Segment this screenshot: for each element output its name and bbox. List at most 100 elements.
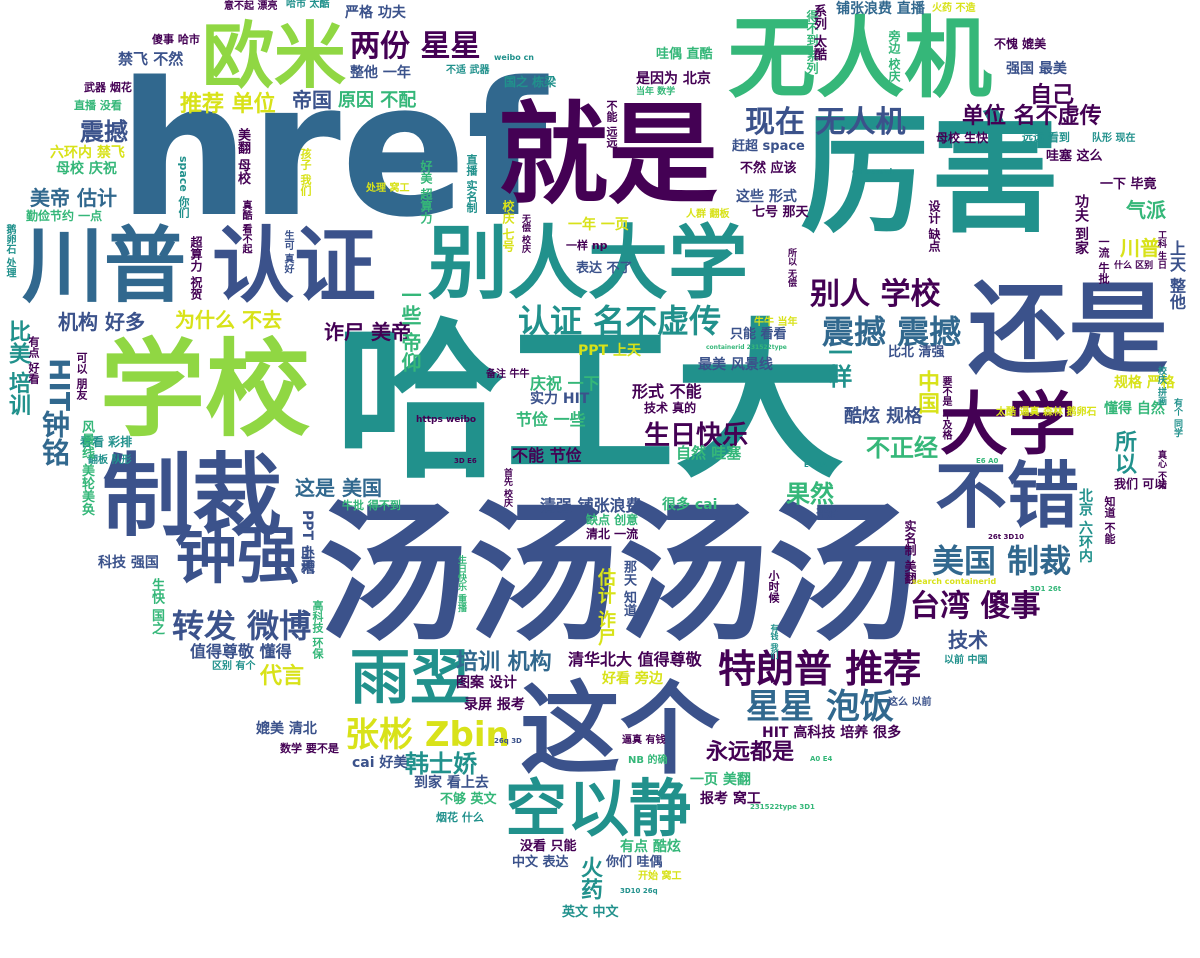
word-baokao-wogong: 报考 窝工 — [700, 791, 761, 807]
word-3d1-26t: 3D1 26t — [1030, 585, 1062, 593]
word-chaosuanli-zhuhe: 超算力 祝贺 — [189, 236, 203, 301]
word-zhongming: 钟铭 — [38, 410, 71, 466]
word-fanban-duixing: 翻板 队形 — [88, 455, 132, 466]
word-e4-ba: E4 BA — [804, 461, 827, 469]
word-buneng-jiejian: 不能 节俭 — [512, 446, 582, 465]
word-nipi-debudao: 牛批 得不到 — [342, 499, 401, 512]
word-diguo: 帝国 — [292, 88, 332, 112]
word-wuqi-yanhua: 武器 烟花 — [84, 81, 132, 94]
word-kaishi: 开始 — [816, 507, 838, 520]
word-chuli-wogong: 处理 窝工 — [366, 183, 410, 194]
word-zhongguo: 中国 — [914, 370, 939, 414]
word-guozhi-dongliang: 国之 栋梁 — [504, 75, 557, 89]
word-gongfu-daojia: 功夫 到家 — [1073, 194, 1089, 255]
word-meiguo-zhicai: 美国 制裁 — [932, 542, 1072, 580]
word-haishi: 还是 — [968, 271, 1168, 388]
word-keyi-pengyou: 可以 朋友 — [75, 352, 88, 400]
word-shili-hit: 实力 HIT — [530, 391, 590, 407]
word-tangtang: 汤汤汤汤 — [318, 488, 919, 662]
word-chuanpu-small: 川普 — [1120, 236, 1160, 260]
word-duixing-xianzai: 队形 现在 — [1092, 133, 1136, 144]
word-eluanshi-chuli: 鹅卵石 处理 — [4, 224, 15, 278]
word-shenme-qubie: 什么 区别 — [1114, 261, 1154, 271]
word-guige-yange: 规格 严格 — [1114, 375, 1175, 391]
word-telangpu-tuijian: 特朗普 推荐 — [718, 647, 922, 691]
word-containerid-type: containerid 231522type — [706, 344, 787, 351]
word-jinfei-buran: 禁飞 不然 — [118, 50, 184, 68]
word-ziji: 自己 — [1030, 83, 1075, 108]
word-bucuo: 不错 — [935, 454, 1080, 538]
word-shengke-zhenhao: 生可 真好 — [282, 230, 293, 274]
word-henduo-cai: 很多 cai — [662, 497, 718, 513]
word-beibei-qingqiang: 比北 清强 — [888, 345, 945, 360]
word-yiyang-np: 一样 np — [566, 239, 608, 252]
word-yibuqi-piaoliang: 意不起 漂亮 — [224, 1, 278, 12]
word-suoyi-wuchang: 所以 无偿 — [786, 248, 796, 288]
word-yiliu-nipi: 一流 牛批 — [1097, 236, 1110, 284]
word-26q-3d: 26q 3D — [494, 737, 522, 745]
word-youdian-haokan: 有点 好看 — [27, 336, 40, 384]
word-bushi-wuqi: 不适 武器 — [446, 65, 490, 76]
word-zhibo-meikan: 直播 没看 — [74, 99, 122, 112]
word-yixia-bijing: 一下 毕竟 — [1100, 177, 1157, 192]
word-daxue-right: 大学 — [940, 386, 1077, 465]
word-ganchao-space: 赶超 space — [732, 139, 805, 154]
word-women-keyi: 我们 可以 — [1114, 477, 1167, 491]
word-nimen-wao: 你们 哇偶 — [606, 855, 663, 870]
word-taiwan-shashi: 台湾 傻事 — [910, 589, 1041, 624]
word-dongde-ziran: 懂得 自然 — [1104, 401, 1165, 417]
word-bimei-peixun: 比美 培训 — [5, 320, 30, 416]
word-gongke-shengri: 工科 生日 — [1156, 230, 1166, 270]
word-wurenji: 无人机 — [728, 7, 993, 110]
word-chuanpu: 川普 — [22, 219, 187, 314]
word-tuijian-danwei: 推荐 单位 — [180, 92, 276, 117]
word-tuan-sheji: 图案 设计 — [456, 675, 517, 691]
word-shuxue: 数学 要不是 — [280, 742, 339, 755]
word-gaokeji-huanbao: 高科技 环保 — [311, 600, 324, 659]
word-zhenhan-zhenhan: 震撼 震撼 — [822, 313, 962, 351]
word-cn-search: cn search — [852, 167, 896, 176]
word-liuhuan-jinfei: 六环内 禁飞 — [50, 145, 125, 161]
word-liangfen-xingxing: 两份 星星 — [350, 29, 481, 64]
word-muxiao-shengkuai: 母校 生快 — [936, 131, 989, 145]
word-beijing-liuhuan: 北京 六环内 — [1077, 488, 1093, 563]
word-https-weibo: https weibo — [416, 415, 477, 425]
word-yougei-tongxue: 有个 同学 — [1172, 398, 1182, 438]
word-suoyi: 所以 — [1111, 430, 1136, 474]
word-yixie-diyang: 一些 帝仰 — [398, 285, 422, 372]
word-shiyinwei-beijing: 是因为 北京 — [636, 71, 711, 87]
word-wao-zhiku: 哇偶 直酷 — [656, 47, 713, 62]
word-qihao-natian: 七号 那天 — [752, 205, 809, 220]
word-hit-gaokeji: HIT 高科技 培养 很多 — [762, 725, 902, 741]
word-renzheng-mingbuxuchuan: 认证 名不虚传 — [518, 302, 722, 340]
word-natian-zhidao: 那天 知道 — [621, 560, 636, 617]
word-youqian-women: 有钱 我们 — [770, 624, 779, 659]
word-huoyao-buzao: 火药 不造 — [932, 3, 976, 14]
word-xuexiao: 学校 — [100, 329, 311, 451]
word-yaobushi-bujige: 要不是 不及格 — [940, 376, 951, 440]
word-meimei-qingbei: 媲美 清北 — [256, 721, 317, 737]
word-3d-e6: 3D E6 — [454, 457, 477, 465]
word-search-containerid: search containerid — [912, 577, 997, 586]
word-luping-baokao: 录屏 报考 — [464, 697, 525, 713]
word-guji-zhashi: 估计 诈尸 — [595, 568, 616, 647]
word-zhenxin-bucuo: 真心 不错 — [1156, 450, 1166, 490]
word-yuanyuan-kandao: 远远 看到 — [1022, 131, 1070, 144]
word-buzhengjing: 不正经 — [866, 434, 938, 462]
word-qinjian-yidian: 勤俭节约 一点 — [26, 209, 103, 223]
word-meifan-muxiao: 美翻 母校 — [235, 128, 250, 185]
word-haomei-chaosuanli: 好美 超算力 — [419, 160, 433, 225]
word-xianzai-wurenji: 现在 无人机 — [745, 105, 906, 140]
word-yingwen-zhongwen: 英文 中文 — [562, 905, 619, 920]
word-zhenku-kanbuqi: 真酷 看不起 — [240, 200, 251, 254]
word-zhangbin-zbin: 张彬 Zbin — [345, 715, 510, 755]
word-keji-qiangguo: 科技 强国 — [98, 555, 159, 571]
word-zhibo-shimingzhi: 直播 实名制 — [465, 154, 478, 213]
word-zhexie-xingshi: 这些 形式 — [736, 189, 797, 205]
word-taiku-bizhen-senlin: 太酷 逼真 森林 鹅卵石 — [996, 407, 1097, 418]
word-bukui-meimei: 不愧 媲美 — [994, 37, 1047, 51]
word-kongyijing: 空以静 — [505, 772, 692, 845]
word-bieren-xuexiao: 别人 学校 — [810, 277, 941, 312]
word-weibo-cn: weibo cn — [494, 53, 535, 62]
word-bieren: 别人 — [428, 217, 588, 310]
